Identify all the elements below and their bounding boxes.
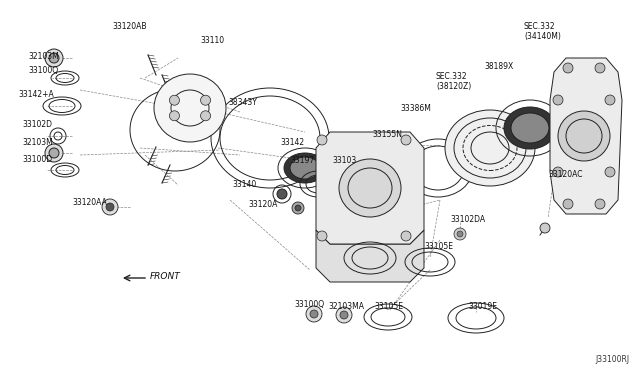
Text: 33100Q: 33100Q (28, 66, 58, 75)
Text: 32103M: 32103M (22, 138, 52, 147)
Polygon shape (316, 230, 424, 282)
Circle shape (306, 306, 322, 322)
Circle shape (595, 199, 605, 209)
Text: 33142+A: 33142+A (18, 90, 54, 99)
Polygon shape (550, 58, 622, 214)
Text: SEC.332: SEC.332 (436, 72, 468, 81)
Text: 32103MA: 32103MA (328, 302, 364, 311)
Circle shape (49, 148, 59, 158)
Circle shape (553, 95, 563, 105)
Circle shape (317, 231, 327, 241)
Circle shape (563, 63, 573, 73)
Circle shape (454, 228, 466, 240)
Text: 38343Y: 38343Y (228, 98, 257, 107)
Text: 33019E: 33019E (468, 302, 497, 311)
Text: 32103M: 32103M (28, 52, 59, 61)
Ellipse shape (154, 74, 226, 142)
Text: 33120AA: 33120AA (72, 198, 107, 207)
Text: 33386M: 33386M (400, 104, 431, 113)
Circle shape (401, 135, 411, 145)
Text: 33102D: 33102D (22, 120, 52, 129)
Text: 33155N: 33155N (372, 130, 402, 139)
Circle shape (102, 199, 118, 215)
Text: 33120AC: 33120AC (548, 170, 582, 179)
Circle shape (340, 311, 348, 319)
Text: 33110: 33110 (200, 36, 224, 45)
Circle shape (277, 189, 287, 199)
Circle shape (563, 199, 573, 209)
Text: 33100Q: 33100Q (294, 300, 324, 309)
Text: 33103: 33103 (332, 156, 356, 165)
Text: 33142: 33142 (280, 138, 304, 147)
Text: 33100D: 33100D (22, 155, 52, 164)
Circle shape (170, 95, 179, 105)
Text: (38120Z): (38120Z) (436, 82, 471, 91)
Ellipse shape (290, 157, 320, 179)
Ellipse shape (284, 153, 326, 183)
Circle shape (106, 203, 114, 211)
Circle shape (295, 205, 301, 211)
Circle shape (200, 111, 211, 121)
Text: 33120AB: 33120AB (112, 22, 147, 31)
Ellipse shape (339, 159, 401, 217)
Text: 33105E: 33105E (424, 242, 453, 251)
Circle shape (170, 111, 179, 121)
Text: (34140M): (34140M) (524, 32, 561, 41)
Circle shape (553, 167, 563, 177)
Circle shape (336, 307, 352, 323)
Ellipse shape (504, 107, 556, 149)
Circle shape (310, 310, 318, 318)
Circle shape (595, 63, 605, 73)
Circle shape (49, 53, 59, 63)
Polygon shape (316, 132, 424, 244)
Circle shape (457, 231, 463, 237)
Circle shape (45, 144, 63, 162)
Ellipse shape (511, 113, 549, 143)
Circle shape (317, 135, 327, 145)
Circle shape (605, 95, 615, 105)
Text: 33140: 33140 (232, 180, 256, 189)
Ellipse shape (445, 110, 535, 186)
Circle shape (605, 167, 615, 177)
Circle shape (401, 231, 411, 241)
Text: 33102DA: 33102DA (450, 215, 485, 224)
Text: 33105E: 33105E (374, 302, 403, 311)
Circle shape (540, 223, 550, 233)
Text: SEC.332: SEC.332 (524, 22, 556, 31)
Text: 38189X: 38189X (484, 62, 513, 71)
Text: J33100RJ: J33100RJ (596, 355, 630, 364)
Circle shape (200, 95, 211, 105)
Text: 33120A: 33120A (248, 200, 277, 209)
Ellipse shape (558, 111, 610, 161)
Circle shape (292, 202, 304, 214)
Text: FRONT: FRONT (150, 272, 180, 281)
Text: 33197: 33197 (290, 156, 314, 165)
Circle shape (45, 49, 63, 67)
